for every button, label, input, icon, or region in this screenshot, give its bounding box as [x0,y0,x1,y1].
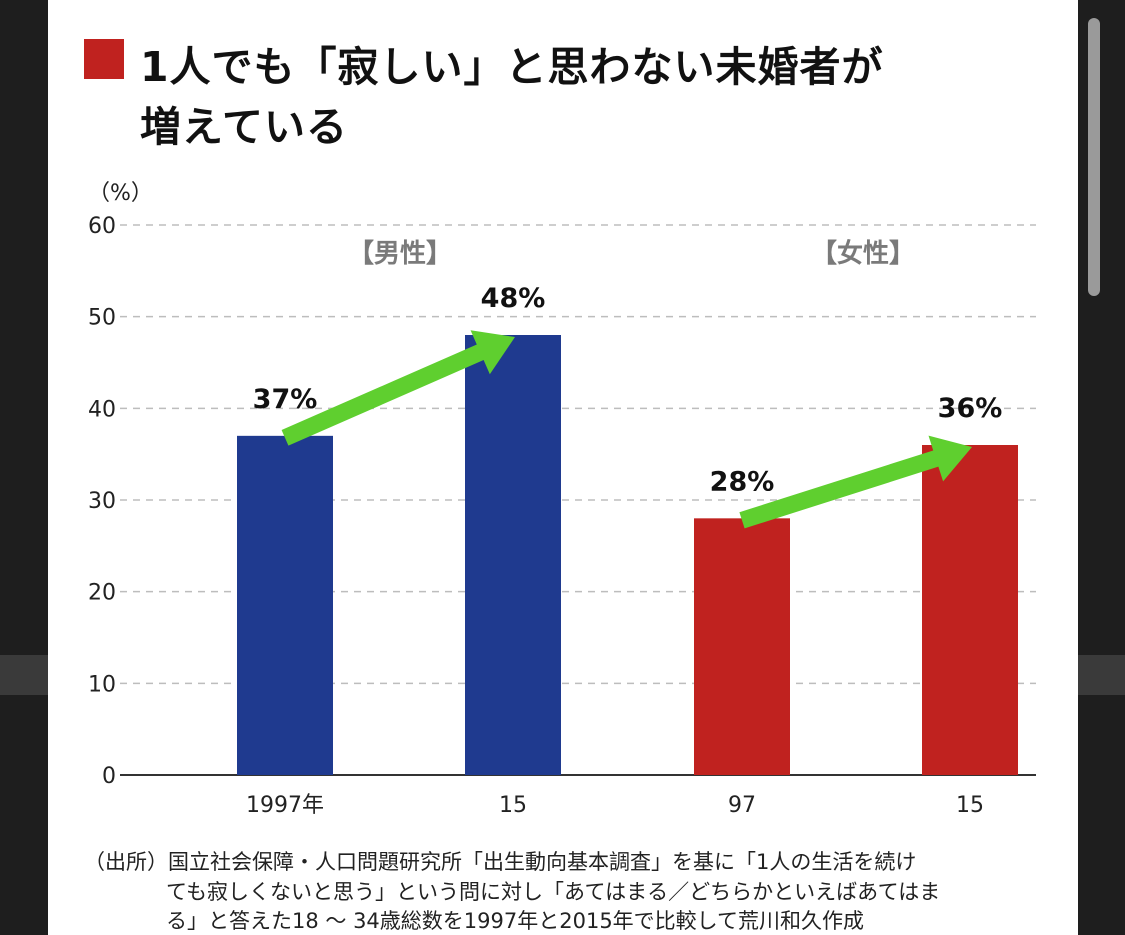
bar [922,445,1018,775]
scrollbar-thumb[interactable] [1088,18,1100,296]
data-label: 36% [938,393,1003,424]
y-axis-unit-label: （%） [88,181,153,206]
x-tick-label: 15 [499,793,527,818]
x-tick-label: 15 [956,793,984,818]
y-tick-label: 10 [88,672,116,697]
y-tick-label: 60 [88,214,116,239]
y-tick-label: 40 [88,397,116,422]
y-tick-label: 20 [88,581,116,606]
y-tick-label: 0 [102,764,116,789]
chart-title-line2: 増えている [140,103,348,151]
article-image-panel: 1人でも「寂しい」と思わない未婚者が 増えている （%） 0 10 20 30 40 50 6… [48,0,1078,935]
data-label: 28% [710,466,775,497]
bar [465,335,561,775]
footnote-line1: （出所）国立社会保障・人口問題研究所「出生動向基本調査」を基に「1人の生活を続け [84,850,917,874]
bar-chart: （%） 0 10 20 30 40 50 60 【男性】 37% 1997年 48% 15 【女性】 28%… [88,181,1036,818]
group-label: 【男性】 [348,239,452,269]
x-tick-label: 97 [728,793,756,818]
footnote-line3: る」と答えた18 ～ 34歳総数を1997年と2015年で比較して荒川和久作成 [166,909,865,933]
y-tick-label: 50 [88,306,116,331]
increase-arrow [739,435,972,529]
bar [237,435,333,775]
data-label: 37% [253,384,318,415]
x-tick-label: 1997年 [246,793,324,818]
y-tick-label: 30 [88,489,116,514]
title-marker [84,39,124,79]
bar [694,518,790,775]
increase-arrow [281,330,515,446]
data-label: 48% [481,283,546,314]
chart-title-line1: 1人でも「寂しい」と思わない未婚者が [140,43,884,91]
footnote-line2: ても寂しくないと思う」という問に対し「あてはまる／どちらかといえばあてはま [166,880,941,904]
group-label: 【女性】 [811,238,915,269]
